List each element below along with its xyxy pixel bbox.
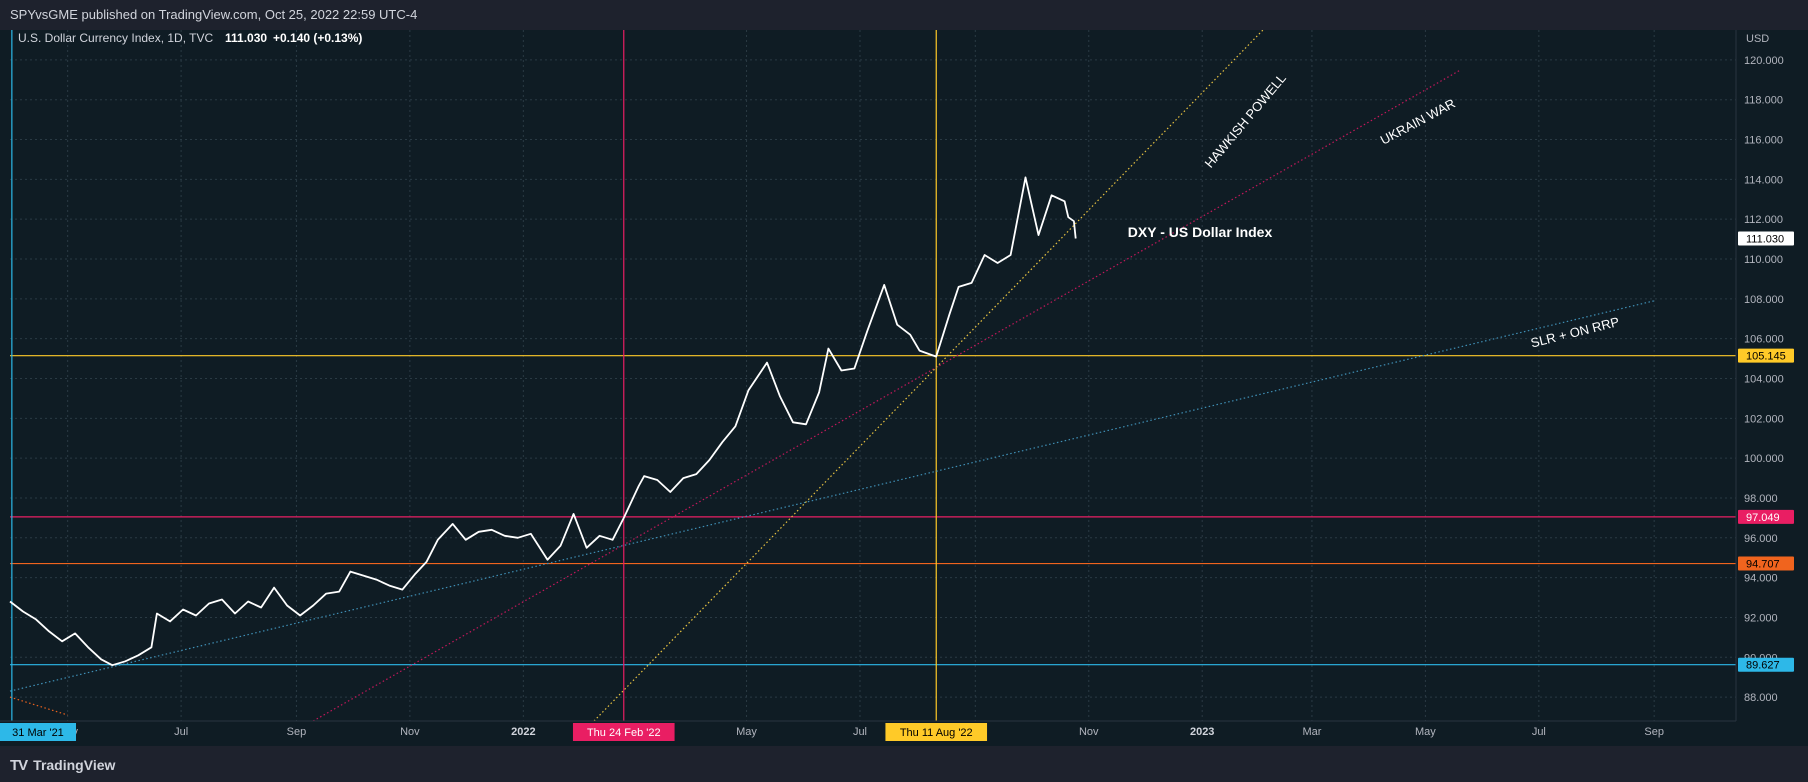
x-tick-label: Nov — [1079, 726, 1099, 738]
dxy-price-line — [9, 176, 1077, 667]
x-tick-label: Jul — [1532, 726, 1546, 738]
date-tag-background — [572, 723, 675, 741]
date-tag-label: Thu 24 Feb '22 — [587, 727, 661, 739]
legend-symbol: U.S. Dollar Currency Index, 1D, TVC — [18, 31, 214, 45]
x-tick-label: 2023 — [1190, 726, 1214, 738]
y-tick-label: 94.000 — [1744, 573, 1778, 585]
x-tick-label: Sep — [287, 726, 307, 738]
x-tick-label: 2022 — [511, 726, 535, 738]
y-tick-label: 110.000 — [1744, 254, 1783, 266]
x-tick-label: May — [1415, 726, 1436, 738]
y-tick-label: 88.000 — [1744, 692, 1778, 704]
price-tag-label: 97.049 — [1746, 512, 1780, 524]
y-tick-label: 92.000 — [1744, 612, 1778, 624]
y-tick-label: 112.000 — [1744, 214, 1783, 226]
chart-area[interactable]: HAWKISH POWELL UKRAIN WAR SLR + ON RRP DXY … — [0, 30, 1808, 746]
grid — [10, 30, 1736, 721]
x-axis[interactable]: MayJulSepNov2022MayJulSepNov2023MarMayJu… — [0, 720, 1736, 741]
legend: U.S. Dollar Currency Index, 1D, TVC 111.… — [18, 31, 1769, 45]
trend-line — [593, 30, 1264, 722]
y-tick-label: 106.000 — [1744, 334, 1784, 346]
x-tick-label: Sep — [1644, 726, 1664, 738]
currency-label: USD — [1746, 33, 1769, 45]
footer: TV TradingView — [0, 748, 1808, 782]
date-tag-label: 31 Mar '21 — [12, 727, 64, 739]
y-axis[interactable]: 88.00090.00092.00094.00096.00098.000100.… — [1735, 30, 1794, 721]
y-tick-label: 118.000 — [1744, 95, 1783, 107]
chart-background — [0, 30, 1808, 746]
x-tick-label: May — [736, 726, 757, 738]
publish-info: SPYvsGME published on TradingView.com, O… — [10, 7, 418, 22]
price-tag-background — [1738, 348, 1794, 363]
y-tick-label: 96.000 — [1744, 533, 1778, 545]
price-tag-background — [1738, 509, 1794, 524]
price-tag-label: 105.145 — [1746, 351, 1786, 363]
price-tag-background — [1738, 657, 1794, 672]
price-tag-label: 94.707 — [1746, 559, 1780, 571]
last-price-tag-background — [1738, 231, 1794, 246]
series-title-annotation: DXY - US Dollar Index — [1128, 224, 1273, 240]
tradingview-logo-icon: TV — [10, 756, 28, 774]
y-tick-label: 102.000 — [1744, 413, 1784, 425]
vertical-lines — [11, 30, 937, 721]
last-price-tag-label: 111.030 — [1746, 233, 1784, 245]
x-tick-label: Mar — [1302, 726, 1321, 738]
y-tick-label: 116.000 — [1744, 135, 1783, 147]
price-series — [9, 176, 1077, 667]
date-tag-label: Thu 11 Aug '22 — [900, 727, 973, 739]
date-tag-background — [0, 723, 76, 741]
x-tick-label: Nov — [400, 726, 420, 738]
y-tick-label: 104.000 — [1744, 373, 1784, 385]
price-tag-background — [1738, 556, 1794, 571]
x-tick-label: Jul — [853, 726, 867, 738]
y-tick-label: 108.000 — [1744, 294, 1784, 306]
trend-lines — [9, 30, 1655, 722]
x-tick-label: Jul — [174, 726, 188, 738]
horizontal-lines — [10, 355, 1736, 666]
y-tick-label: 100.000 — [1744, 453, 1784, 465]
y-tick-label: 114.000 — [1744, 174, 1783, 186]
y-tick-label: 98.000 — [1744, 493, 1778, 505]
date-tag-background — [885, 723, 988, 741]
legend-last: 111.030 — [225, 31, 267, 45]
price-tag-label: 89.627 — [1746, 660, 1780, 672]
footer-brand: TradingView — [33, 757, 116, 773]
trend-line — [9, 300, 1655, 692]
legend-change: +0.140 (+0.13%) — [273, 31, 362, 45]
y-tick-label: 120.000 — [1744, 55, 1784, 67]
